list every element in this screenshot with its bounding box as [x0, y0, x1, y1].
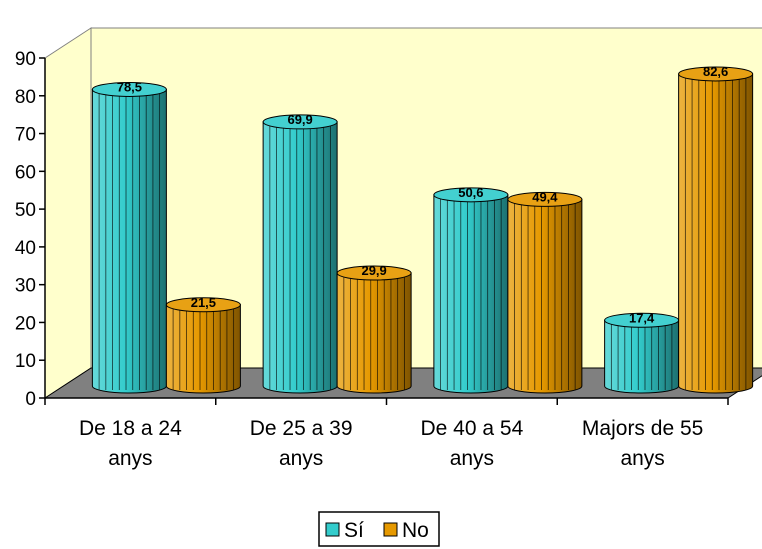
legend: Sí No [318, 511, 440, 547]
bar-top [678, 66, 754, 82]
bar-body [262, 121, 338, 394]
y-tick-label: 20 [15, 313, 36, 334]
category-label: anys [450, 447, 494, 470]
bar-body [433, 194, 509, 394]
legend-swatch [325, 522, 340, 537]
y-tick-label: 30 [15, 276, 36, 297]
bar-body [507, 198, 583, 394]
category-label: De 40 a 54 [421, 417, 524, 440]
data-label: 17,4 [629, 310, 655, 325]
y-tick-label: 50 [15, 200, 36, 221]
value-axis: 0 10 20 30 40 50 60 70 80 90 [15, 49, 46, 410]
legend-label: Sí [344, 519, 364, 542]
bar-body [678, 73, 754, 394]
y-tick-label: 0 [25, 389, 36, 410]
y-tick-label: 70 [15, 125, 36, 146]
data-labels: 78,5 21,5 69,9 29,9 50,6 49,4 17,4 82,6 [117, 64, 729, 325]
category-label: anys [279, 447, 323, 470]
bar-s-0 [91, 81, 167, 394]
bar-no-0 [165, 297, 241, 394]
bar-body [336, 272, 412, 394]
bar-top [262, 114, 338, 130]
bar-s-3 [604, 312, 680, 394]
bar-no-2 [507, 191, 583, 394]
legend-label: No [402, 519, 429, 542]
data-label: 50,6 [458, 185, 483, 200]
bar-body [91, 88, 167, 394]
category-axis: De 18 a 24 anys De 25 a 39 anys De 40 a 54 an… [44, 397, 729, 470]
bar-no-3 [678, 66, 754, 394]
category-label: De 25 a 39 [250, 417, 353, 440]
bar-s-2 [433, 187, 509, 394]
y-tick-label: 10 [15, 351, 36, 372]
bar-top [91, 81, 167, 97]
category-label: Majors de 55 [582, 417, 703, 440]
bar-top [336, 265, 412, 281]
bar-body [604, 319, 680, 394]
bars [91, 66, 754, 394]
side-wall [44, 27, 92, 399]
data-label: 29,9 [361, 263, 386, 278]
bar-no-1 [336, 265, 412, 394]
bar-top [507, 191, 583, 207]
bar-top [165, 297, 241, 313]
y-tick-label: 90 [15, 49, 36, 70]
bar-top [433, 187, 509, 203]
legend-swatch [383, 522, 398, 537]
y-tick-label: 60 [15, 162, 36, 183]
category-label: anys [620, 447, 664, 470]
data-label: 69,9 [287, 112, 312, 127]
data-label: 82,6 [703, 64, 728, 79]
category-label: De 18 a 24 [79, 417, 182, 440]
data-label: 21,5 [191, 295, 216, 310]
y-tick-label: 80 [15, 87, 36, 108]
y-tick-label: 40 [15, 238, 36, 259]
bar-s-1 [262, 114, 338, 394]
data-label: 49,4 [532, 189, 558, 204]
category-label: anys [108, 447, 152, 470]
data-label: 78,5 [117, 79, 142, 94]
bar-body [165, 304, 241, 394]
